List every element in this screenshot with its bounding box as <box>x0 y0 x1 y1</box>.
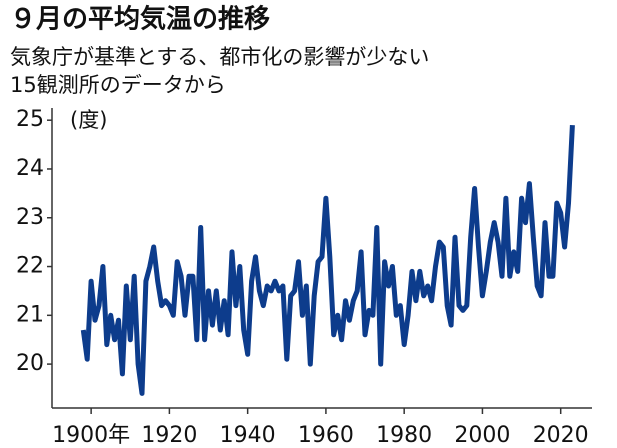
x-tick-label: 1980 <box>376 423 432 448</box>
x-tick-label: 1920 <box>141 423 197 448</box>
y-unit-label: (度) <box>70 108 107 132</box>
y-tick-label: 24 <box>16 156 44 181</box>
y-tick-label: 21 <box>16 302 44 327</box>
chart-title: ９月の平均気温の推移 <box>10 4 270 35</box>
x-tick-label: 1940 <box>220 423 276 448</box>
x-tick-label: 1960 <box>298 423 354 448</box>
x-tick-label: 1900年 <box>52 423 130 448</box>
data-line <box>80 124 575 396</box>
chart-subtitle: 15観測所のデータから <box>10 73 226 97</box>
chart-subtitle: 気象庁が基準とする、都市化の影響が少ない <box>10 45 429 69</box>
y-tick-label: 23 <box>16 205 44 230</box>
y-tick-label: 20 <box>16 351 44 376</box>
y-tick-label: 22 <box>16 254 44 279</box>
x-tick-label: 2020 <box>533 423 589 448</box>
x-tick-label: 2000 <box>454 423 510 448</box>
y-tick-label: 25 <box>16 107 44 132</box>
